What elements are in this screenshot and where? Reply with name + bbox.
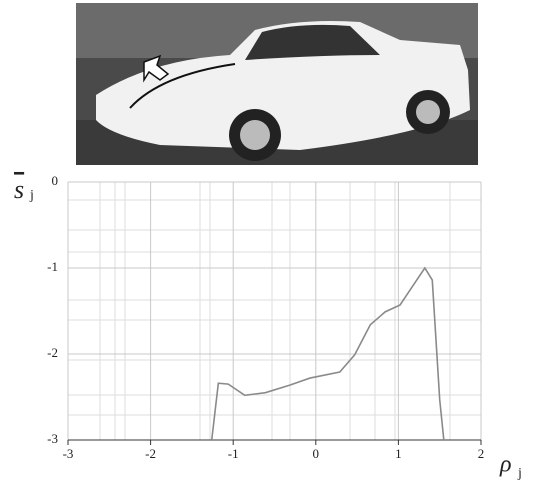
y-label: s	[14, 175, 24, 204]
y-tick-label: -3	[47, 431, 58, 446]
x-tick-label: 2	[478, 446, 485, 461]
figure: s j ρ j -3 -2 -1 0 1 2 0 -1 -2 -3	[0, 0, 537, 488]
car-photo	[76, 3, 478, 165]
x-label: ρ	[499, 452, 512, 478]
x-tick-label: 0	[313, 446, 320, 461]
minor-grid	[68, 182, 481, 440]
x-tick-label: -2	[145, 446, 156, 461]
x-label-sub: j	[517, 466, 522, 481]
x-tick-label: -3	[63, 446, 74, 461]
y-tick-label: 0	[52, 173, 59, 188]
x-tick-label: -1	[228, 446, 239, 461]
y-tick-label: -1	[47, 259, 58, 274]
y-label-sub: j	[29, 188, 34, 203]
x-tick-label: 1	[395, 446, 402, 461]
y-tick-label: -2	[47, 345, 58, 360]
